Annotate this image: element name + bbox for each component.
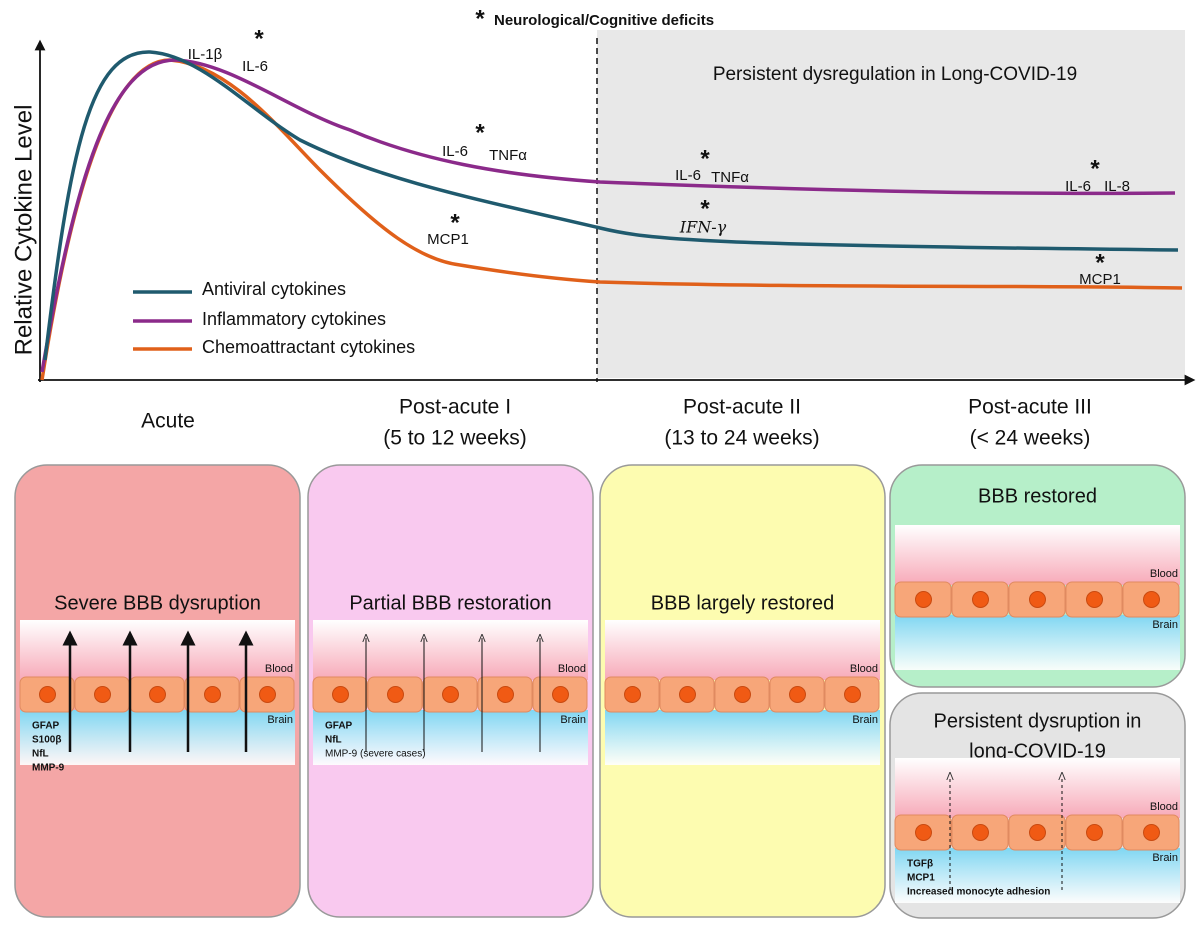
- brain-label: Brain: [1152, 619, 1178, 631]
- biomarker: NfL: [325, 735, 342, 746]
- phase-range: (5 to 12 weeks): [383, 427, 527, 450]
- blood-label: Blood: [850, 663, 878, 675]
- curve-label: IL-6: [1065, 178, 1091, 195]
- cell-nucleus: [1029, 824, 1046, 841]
- brain-label: Brain: [267, 714, 293, 726]
- panel-title: Partial BBB restoration: [349, 592, 551, 614]
- blood-side: [313, 620, 588, 680]
- biomarker: NfL: [32, 749, 49, 760]
- deficit-marker: *: [254, 25, 264, 52]
- cell-nucleus: [259, 686, 276, 703]
- cell-nucleus: [679, 686, 696, 703]
- inflammatory-curve: [40, 58, 1176, 373]
- blood-side: [605, 620, 880, 680]
- curve-label: MCP1: [1079, 271, 1121, 288]
- curve-label: IL-1β: [188, 46, 223, 63]
- brain-label: Brain: [1152, 852, 1178, 864]
- biomarker: MMP-9 (severe cases): [325, 749, 426, 760]
- cell-nucleus: [1086, 591, 1103, 608]
- curve-label: TNFα: [489, 147, 527, 164]
- cell-nucleus: [149, 686, 166, 703]
- cell-nucleus: [39, 686, 56, 703]
- biomarker: GFAP: [325, 721, 353, 732]
- blood-side: [895, 758, 1180, 818]
- deficit-marker: *: [1090, 155, 1100, 182]
- phase-range: (13 to 24 weeks): [664, 427, 819, 450]
- brain-label: Brain: [852, 714, 878, 726]
- cell-nucleus: [497, 686, 514, 703]
- blood-side: [20, 620, 295, 680]
- curve-label: TNFα: [711, 169, 749, 186]
- long-covid-region: [597, 30, 1185, 378]
- phase-name: Post-acute II: [683, 396, 801, 419]
- note-text: Neurological/Cognitive deficits: [494, 12, 714, 29]
- deficit-marker: *: [475, 119, 485, 146]
- brain-side: [20, 710, 295, 765]
- blood-side: [895, 525, 1180, 585]
- note-marker: *: [475, 5, 485, 32]
- deficit-marker: *: [700, 145, 710, 172]
- curve-label: IL-6: [442, 143, 468, 160]
- brain-side: [605, 710, 880, 765]
- phase-name: Post-acute III: [968, 396, 1092, 419]
- biomarker: MCP1: [907, 873, 935, 884]
- panels: Severe BBB dysruption Blood Brain GFAP S100β…: [14, 464, 1186, 919]
- cell-nucleus: [844, 686, 861, 703]
- cell-nucleus: [1029, 591, 1046, 608]
- panel-title: Severe BBB dysruption: [54, 592, 261, 614]
- curve-label: IL-6: [242, 58, 268, 75]
- y-axis-label: Relative Cytokine Level: [10, 105, 37, 356]
- legend-label: Chemoattractant cytokines: [202, 337, 415, 357]
- cell-nucleus: [1143, 591, 1160, 608]
- cell-nucleus: [552, 686, 569, 703]
- cell-nucleus: [915, 824, 932, 841]
- cell-nucleus: [387, 686, 404, 703]
- blood-label: Blood: [558, 663, 586, 675]
- deficit-marker: *: [450, 209, 460, 236]
- biomarker: S100β: [32, 735, 61, 746]
- cell-nucleus: [972, 591, 989, 608]
- brain-side: [313, 710, 588, 765]
- cell-nucleus: [1143, 824, 1160, 841]
- panel-title: Persistent dysruption in: [934, 710, 1142, 732]
- cell-nucleus: [94, 686, 111, 703]
- cell-nucleus: [734, 686, 751, 703]
- brain-side: [895, 848, 1180, 903]
- blood-label: Blood: [1150, 568, 1178, 580]
- panel-title: BBB restored: [978, 485, 1097, 507]
- panel-title: long-COVID-19: [969, 740, 1106, 762]
- blood-label: Blood: [265, 663, 293, 675]
- biomarker: Increased monocyte adhesion: [907, 887, 1050, 898]
- phase-name: Post-acute I: [399, 396, 511, 419]
- cell-nucleus: [332, 686, 349, 703]
- blood-label: Blood: [1150, 801, 1178, 813]
- cell-nucleus: [624, 686, 641, 703]
- biomarker: MMP-9: [32, 763, 65, 774]
- panel-title: BBB largely restored: [651, 592, 834, 614]
- antiviral-curve: [43, 50, 1179, 361]
- legend-label: Antiviral cytokines: [202, 279, 346, 299]
- brain-side: [895, 615, 1180, 670]
- brain-label: Brain: [560, 714, 586, 726]
- legend-label: Inflammatory cytokines: [202, 309, 386, 329]
- cell-nucleus: [204, 686, 221, 703]
- cell-nucleus: [442, 686, 459, 703]
- cell-nucleus: [1086, 824, 1103, 841]
- cell-nucleus: [915, 591, 932, 608]
- deficit-marker: *: [1095, 249, 1105, 276]
- curve-label: MCP1: [427, 231, 469, 248]
- phase-range: (< 24 weeks): [970, 427, 1091, 450]
- biomarker: GFAP: [32, 721, 60, 732]
- region-label: Persistent dysregulation in Long-COVID-1…: [713, 64, 1077, 85]
- cell-nucleus: [972, 824, 989, 841]
- curve-label: IL-6: [675, 167, 701, 184]
- biomarker: TGFβ: [907, 859, 933, 870]
- phase-name: Acute: [141, 410, 195, 433]
- curve-label: IL-8: [1104, 178, 1130, 195]
- curve-label: IFN-γ: [679, 218, 727, 237]
- deficit-marker: *: [700, 195, 710, 222]
- cell-nucleus: [789, 686, 806, 703]
